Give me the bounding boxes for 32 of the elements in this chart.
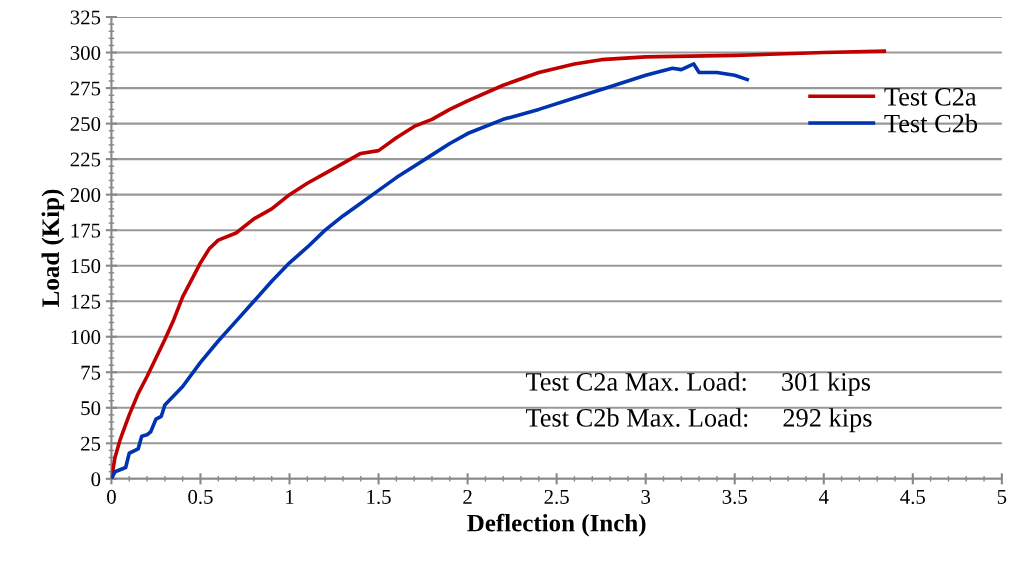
y-tick-label: 25	[81, 436, 101, 451]
x-tick-label: 3.5	[722, 489, 747, 504]
legend-label: Test C2b	[884, 113, 978, 133]
y-tick-label: 325	[70, 10, 101, 25]
annotation: Test C2b Max. Load: 292 kips	[525, 408, 872, 433]
y-tick-label: 150	[71, 259, 101, 274]
y-tick-label: 0	[91, 472, 101, 487]
x-tick-label: 2	[463, 489, 472, 504]
x-tick-label: 3	[641, 489, 651, 504]
legend-label: Test C2a	[884, 87, 977, 106]
y-tick-label: 250	[70, 116, 101, 132]
x-axis-title: Deflection (Inch)	[467, 513, 646, 537]
y-tick-label: 50	[81, 401, 101, 416]
y-tick-label: 225	[70, 152, 101, 167]
x-tick-label: 2.5	[544, 489, 569, 504]
y-tick-label: 100	[71, 330, 101, 345]
x-tick-label: 4	[818, 489, 829, 504]
y-tick-label: 300	[70, 45, 101, 60]
x-tick-label: 0.5	[188, 489, 213, 504]
annotation: Test C2a Max. Load: 301 kips	[525, 372, 871, 397]
y-tick-label: 125	[71, 294, 101, 309]
x-tick-label: 0	[107, 489, 116, 504]
y-tick-label: 75	[81, 365, 101, 380]
line-series	[111, 62, 749, 479]
y-tick-label: 200	[70, 188, 101, 203]
x-tick-label: 1.5	[367, 489, 391, 504]
y-tick-label: 275	[70, 81, 101, 96]
y-tick-label: 175	[71, 223, 101, 238]
x-tick-label: 5	[997, 490, 1007, 504]
x-tick-label: 4.5	[900, 489, 926, 504]
x-tick-label: 1	[286, 489, 294, 504]
y-axis-title: Load (Kip)	[41, 189, 65, 307]
